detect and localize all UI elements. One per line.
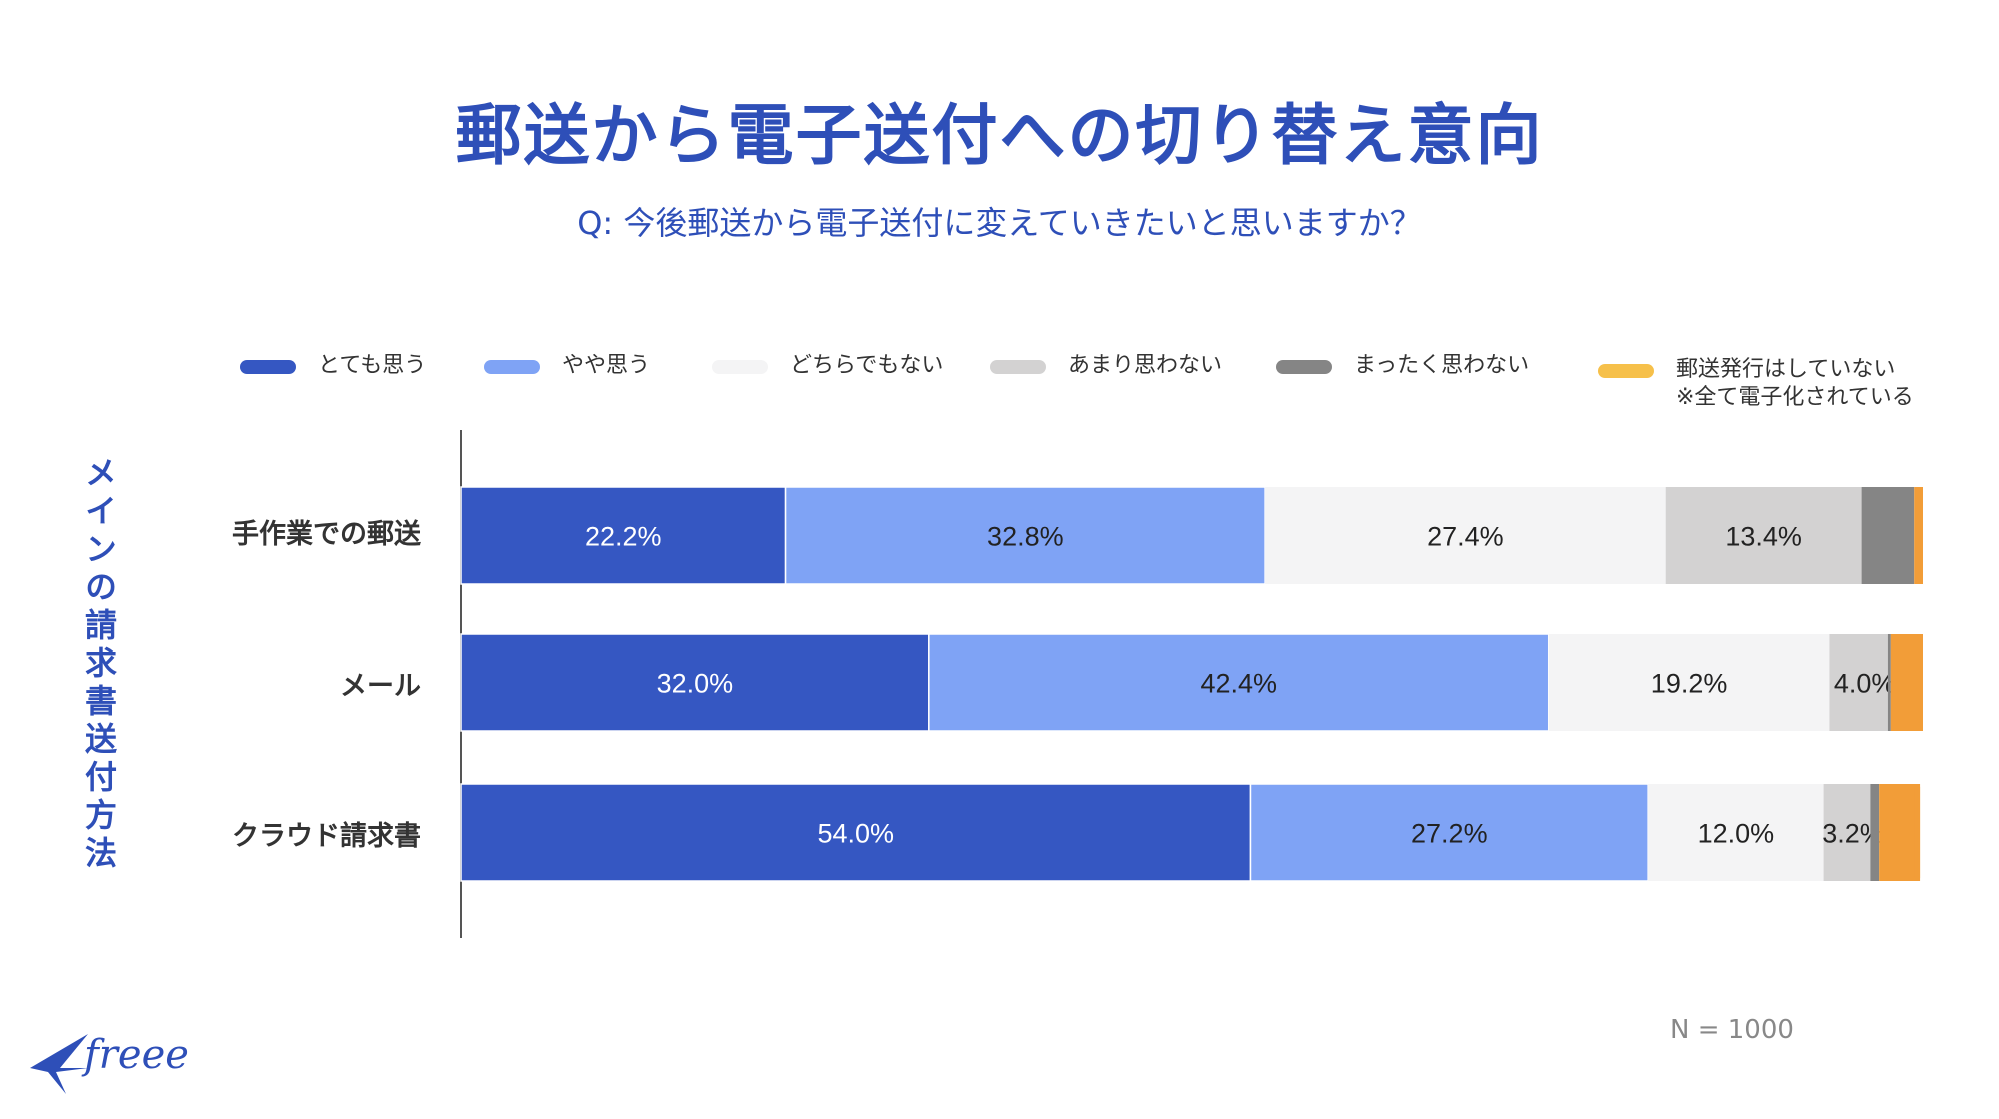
bar-end-cap (1917, 487, 1923, 584)
legend-label: やや思う (562, 353, 651, 378)
legend-swatch (484, 360, 540, 374)
logo-wordmark: freee (84, 1032, 189, 1078)
bar-segment (460, 486, 787, 585)
data-label: 19.2% (1651, 669, 1728, 699)
legend-label: どちらでもない (790, 353, 944, 378)
legend-swatch (990, 360, 1046, 374)
data-label: 54.0% (817, 819, 894, 849)
data-label: 22.2% (585, 522, 662, 552)
bar-segment (1887, 634, 1891, 731)
legend-item-not-at-all: まったく思わない (1276, 352, 1529, 380)
category-label-cloud-invoice: クラウド請求書 (232, 821, 421, 852)
bar-segment (1823, 784, 1871, 881)
legend-item-not-much: あまり思わない (990, 352, 1222, 380)
bar-end-cap (1917, 634, 1923, 731)
legend-label: 郵送発行はしていない ※全て電子化されている (1676, 357, 1914, 410)
legend-swatch (1598, 364, 1654, 378)
data-label: 27.4% (1427, 522, 1504, 552)
data-label: 32.0% (657, 669, 734, 699)
data-label: 32.8% (987, 522, 1064, 552)
data-label: 27.2% (1411, 819, 1488, 849)
page-title: 郵送から電子送付への切り替え意向 (455, 97, 1544, 174)
data-label: 42.4% (1201, 669, 1278, 699)
legend-item-very-much: とても思う (240, 352, 426, 380)
y-axis-title: メインの請求書送付方法 (80, 456, 118, 874)
bar-segment (1879, 784, 1921, 881)
legend-item-no-mail: 郵送発行はしていない ※全て電子化されている (1598, 356, 1914, 412)
bar-segment (1861, 487, 1915, 584)
bird-icon (30, 1034, 88, 1094)
data-label: 4.0% (1834, 669, 1896, 699)
bar-segment (1548, 634, 1830, 731)
legend-item-neither: どちらでもない (712, 352, 943, 380)
bar-segment (928, 633, 1550, 732)
category-label-manual-mail: 手作業での郵送 (232, 519, 421, 550)
bar-segment (1249, 783, 1649, 882)
sample-size-label: N = 1000 (1670, 1015, 1794, 1045)
category-label-email: メール (340, 671, 421, 702)
freee-logo: freee (26, 1028, 206, 1098)
bar-segment (1648, 784, 1824, 881)
legend-swatch (1276, 360, 1332, 374)
bar-segment (1665, 487, 1862, 584)
legend-label: とても思う (318, 353, 427, 378)
question-subtitle: Q: 今後郵送から電子送付に変えていきたいと思いますか？ (577, 204, 1422, 242)
legend-item-somewhat: やや思う (484, 352, 650, 380)
bar-end-cap (1914, 784, 1921, 881)
bar-segment (1265, 487, 1666, 584)
chart-legend: とても思う やや思う どちらでもない あまり思わない まったく思わない 郵送発行… (0, 0, 1999, 420)
bar-segment (460, 783, 1252, 882)
legend-swatch (240, 360, 296, 374)
legend-label: まったく思わない (1354, 353, 1530, 378)
bar-segment (1870, 784, 1880, 881)
bar-segment (460, 633, 930, 732)
legend-swatch (712, 360, 768, 374)
data-label: 12.0% (1698, 819, 1775, 849)
data-label: 13.4% (1725, 522, 1802, 552)
legend-label: あまり思わない (1068, 353, 1223, 378)
bar-segment (1829, 634, 1888, 731)
bar-segment (784, 486, 1266, 585)
